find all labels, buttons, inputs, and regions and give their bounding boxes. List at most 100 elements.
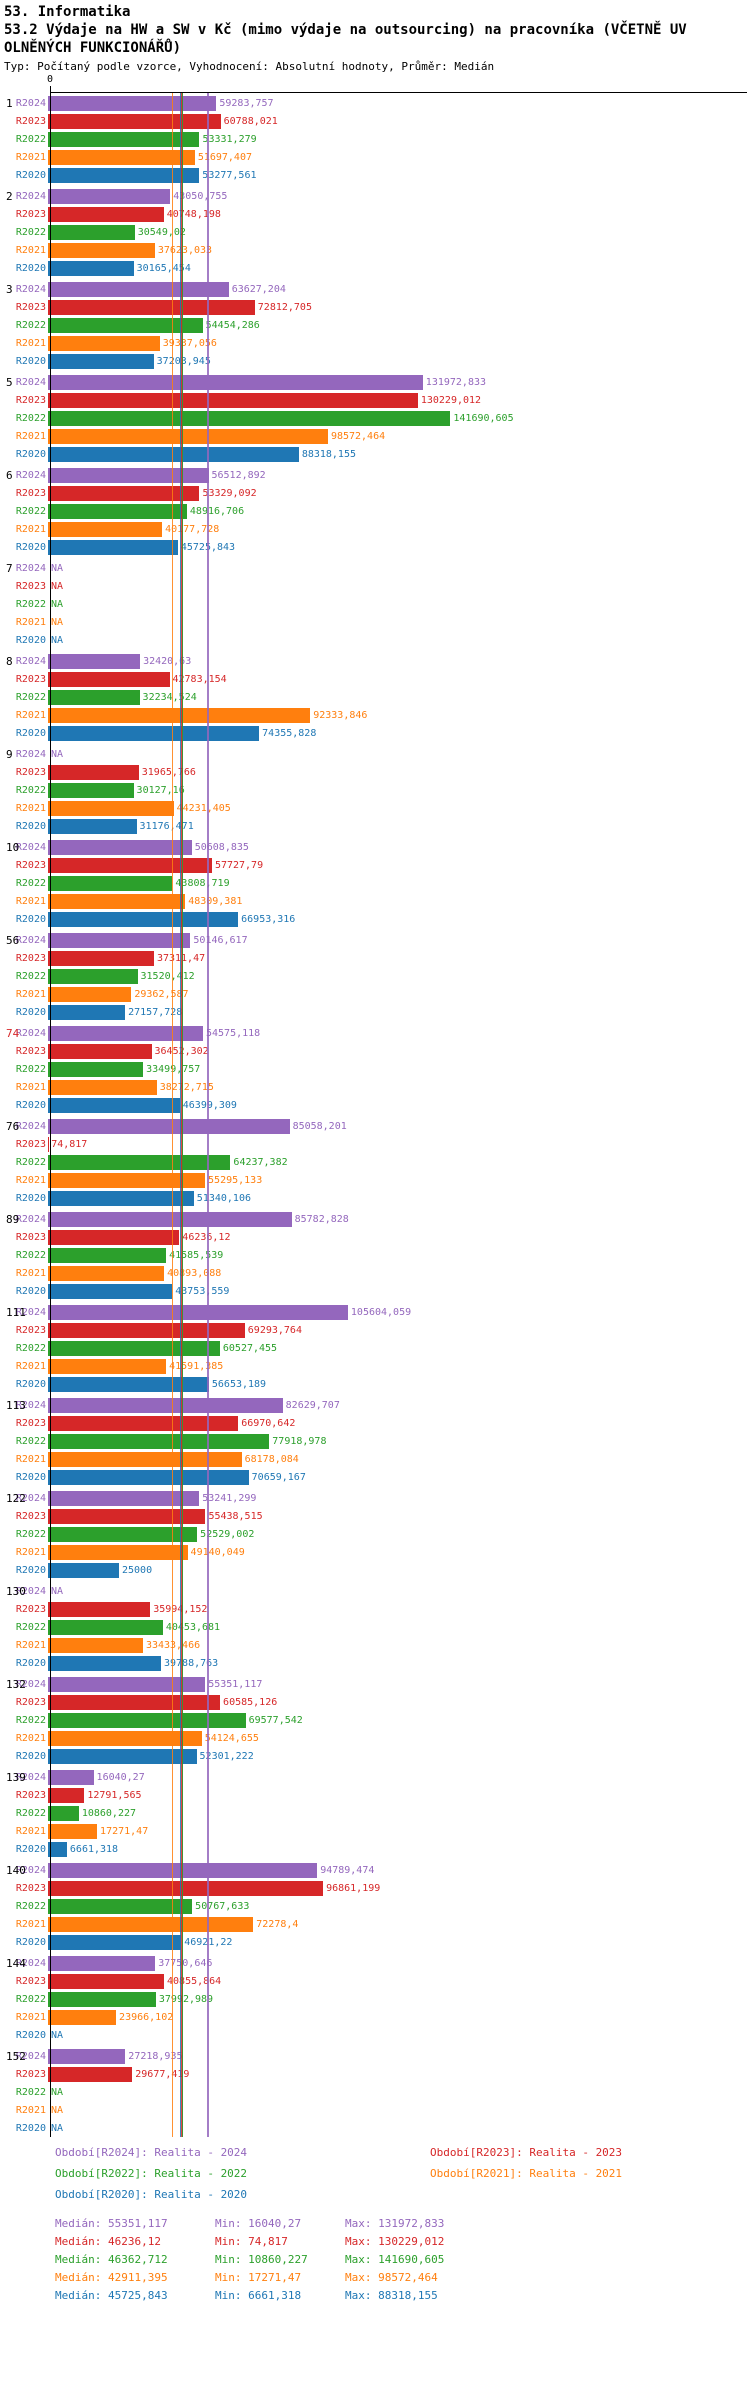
- bar: [48, 654, 141, 669]
- bar-row: R2021 54124,655: [0, 1730, 750, 1747]
- series-label: R2024: [15, 1493, 46, 1504]
- legend-item-r2024: Období[R2024]: Realita - 2024: [55, 2146, 248, 2159]
- bar: [48, 1899, 193, 1914]
- bar-group: 144 R2024 37750,646 R2023 40855,864 R2022 3799…: [0, 1955, 750, 2044]
- bar: [48, 318, 203, 333]
- bar: [48, 1026, 203, 1041]
- bar: [48, 1119, 290, 1134]
- axis-header: 0: [0, 74, 750, 92]
- series-label: R2023: [15, 1697, 46, 1708]
- bar-row: R202337311,47: [0, 950, 750, 967]
- bar-row: R2024 43050,755: [0, 188, 750, 205]
- bar-row: R2020 51340,106: [0, 1190, 750, 1207]
- series-label: R2021: [15, 1640, 46, 1651]
- value-label: 57727,79: [214, 860, 264, 871]
- series-label: R2020: [15, 728, 46, 739]
- value-label: 30165,454: [136, 263, 191, 274]
- bar: [48, 801, 174, 816]
- bar-row: R2020 66953,316: [0, 911, 750, 928]
- value-label: 48916,706: [189, 506, 245, 517]
- bar: [48, 1824, 98, 1839]
- value-label: 130229,012: [420, 395, 482, 406]
- bar-row: R2024 32420,63: [0, 653, 750, 670]
- value-label: 68178,084: [244, 1454, 299, 1465]
- bar-row: R2024 NA: [0, 1583, 750, 1600]
- bar-group: 76 R2024 85058,201 R2023 74,817 R2022 64237,38…: [0, 1118, 750, 1207]
- bar-row: R2022 30549,02: [0, 224, 750, 241]
- value-label: 43753,559: [175, 1286, 230, 1297]
- series-label: R2021: [15, 431, 46, 442]
- group-label: 132: [6, 1678, 26, 1691]
- value-label: 94789,474: [320, 1865, 375, 1876]
- bar-row: R2020 39788,763: [0, 1655, 750, 1672]
- group-label: 140: [6, 1864, 26, 1877]
- bar-row: R202046921,22: [0, 1934, 750, 1951]
- bar-row: R2020 53277,561: [0, 167, 750, 184]
- bar: [48, 726, 260, 741]
- series-label: R2024: [15, 377, 46, 388]
- value-label: 37992,989: [158, 1994, 214, 2005]
- axis-top-line: [50, 92, 747, 93]
- bar-group: 9 R2024 NA R2023 31965,766 R2022 30127,16 R2021…: [0, 746, 750, 835]
- bar: [48, 1527, 198, 1542]
- bar-group: 8 R2024 32420,63 R2023 42783,154 R2022 32234,5…: [0, 653, 750, 742]
- value-label: 16040,27: [96, 1772, 145, 1783]
- bar: [48, 1935, 182, 1950]
- series-label: R2024: [15, 98, 46, 109]
- bar: [48, 672, 170, 687]
- group-label: 7: [6, 562, 13, 575]
- bar: [48, 1005, 126, 1020]
- bar-row: R2021 39337,056: [0, 335, 750, 352]
- value-label: 64237,382: [233, 1157, 288, 1168]
- group-label: 9: [6, 748, 13, 761]
- value-label: 40893,088: [167, 1268, 222, 1279]
- legend-item-r2022: Období[R2022]: Realita - 2022: [55, 2167, 248, 2180]
- bar: [48, 1770, 94, 1785]
- series-label: R2020: [15, 2123, 46, 2134]
- value-label: 40855,864: [167, 1976, 222, 1987]
- value-label: 70659,167: [251, 1472, 306, 1483]
- bar: [48, 1620, 163, 1635]
- series-label: R2020: [15, 1286, 46, 1297]
- bar: [48, 1305, 348, 1320]
- series-label: R2024: [15, 656, 46, 667]
- bar-row: R2023 72812,705: [0, 299, 750, 316]
- bar: [48, 969, 138, 984]
- max-stat: Max: 88318,155: [345, 2289, 438, 2302]
- bar: [48, 2049, 126, 2064]
- value-label: NA: [51, 2030, 64, 2041]
- bar-row: R202335994,152: [0, 1601, 750, 1618]
- bar-row: R2021 55295,133: [0, 1172, 750, 1189]
- bar-row: R2020 NA: [0, 632, 750, 649]
- series-label: R2020: [15, 542, 46, 553]
- series-label: R2020: [15, 263, 46, 274]
- bar: [48, 168, 200, 183]
- bar: [48, 933, 191, 948]
- group-label: 1: [6, 97, 13, 110]
- series-label: R2021: [15, 2105, 46, 2116]
- value-label: 27157,728: [128, 1007, 183, 1018]
- value-label: 31965,766: [141, 767, 196, 778]
- value-label: 27218,935: [128, 2051, 183, 2062]
- bar-group: 6 R2024 56512,892 R2023 53329,092 R2022 48916,…: [0, 467, 750, 556]
- bar: [48, 951, 154, 966]
- bar-row: R2024 94789,474: [0, 1862, 750, 1879]
- value-label: 48309,381: [188, 896, 243, 907]
- series-label: R2020: [15, 449, 46, 460]
- series-label: R2020: [15, 356, 46, 367]
- value-label: 44231,405: [176, 803, 231, 814]
- axis-zero-line: [50, 92, 51, 2137]
- series-label: R2021: [15, 1361, 46, 1372]
- value-label: NA: [51, 563, 64, 574]
- bar-group: 122 R2024 53241,299 R2023 55438,515 R2022 5252…: [0, 1490, 750, 1579]
- bar: [48, 1545, 188, 1560]
- bar-row: R2024 53241,299: [0, 1490, 750, 1507]
- value-label: 51697,407: [197, 152, 252, 163]
- bar: [48, 1080, 157, 1095]
- bar: [48, 1398, 283, 1413]
- series-label: R2020: [15, 1658, 46, 1669]
- series-label: R2020: [15, 1379, 46, 1390]
- bar-row: R2024 63627,204: [0, 281, 750, 298]
